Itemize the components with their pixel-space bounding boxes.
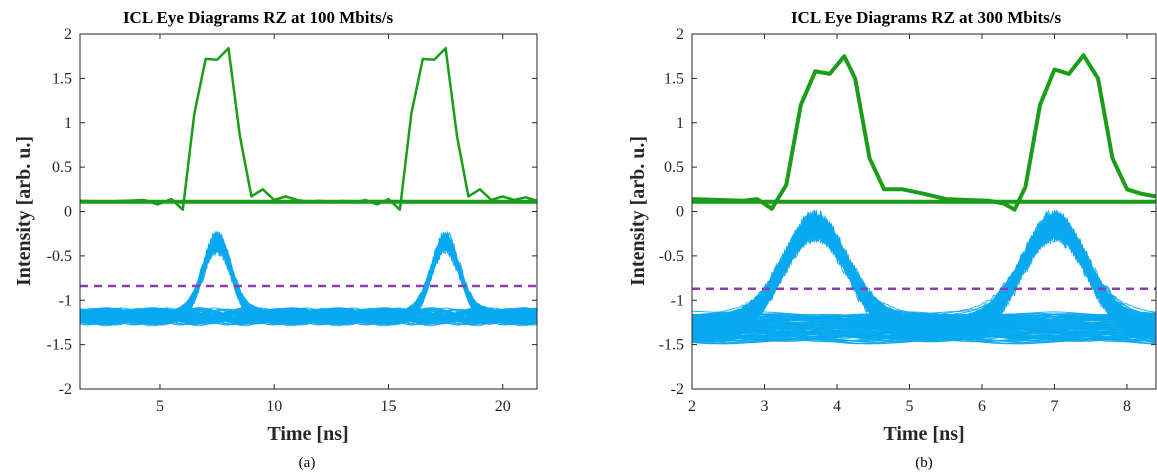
xtick-label: 8	[1123, 398, 1131, 415]
eye-trace	[80, 232, 537, 318]
eye-trace	[692, 216, 1156, 334]
eye-trace	[80, 235, 537, 321]
eye-trace	[692, 316, 1156, 323]
eye-trace	[80, 234, 537, 320]
eye-trace	[80, 237, 537, 320]
eye-trace	[80, 235, 537, 319]
green-pulse-trace	[692, 53, 1156, 212]
ytick-label: -2	[59, 381, 72, 398]
eye-trace	[80, 318, 537, 325]
eye-trace	[80, 231, 537, 319]
xtick-label: 15	[380, 398, 396, 415]
xtick-label: 7	[1051, 398, 1059, 415]
eye-trace	[80, 236, 537, 316]
eye-trace	[80, 234, 537, 316]
panel-b-ticks: -2 -1.5 -1 -0.5 0 0.5 1 1.5 2 2 3 4 5 6 7 8	[659, 26, 1156, 415]
eye-trace	[80, 233, 537, 318]
panel-b-blue-eye-traces	[692, 209, 1156, 345]
ytick-label: 1	[64, 115, 72, 132]
eye-trace	[80, 233, 537, 319]
panel-a-blue-eye-traces	[80, 229, 537, 327]
eye-trace	[80, 229, 537, 320]
panel-b-ylabel: Intensity [arb. u.]	[627, 136, 649, 286]
eye-trace	[80, 241, 537, 318]
green-pulse-trace	[80, 46, 537, 211]
ytick-label: -1	[59, 292, 72, 309]
eye-trace	[80, 233, 537, 317]
eye-trace	[692, 320, 1156, 327]
xtick-label: 6	[978, 398, 986, 415]
eye-trace	[692, 332, 1156, 339]
panel-b-title: ICL Eye Diagrams RZ at 300 Mbits/s	[791, 8, 1062, 27]
ytick-label: 2	[64, 26, 72, 43]
ytick-label: -1	[671, 292, 684, 309]
eye-trace	[80, 237, 537, 324]
panel-b: ICL Eye Diagrams RZ at 300 Mbits/s -2 -1.…	[627, 8, 1157, 471]
eye-trace	[80, 238, 537, 318]
ytick-label: 0.5	[664, 159, 684, 176]
eye-trace	[80, 237, 537, 316]
xtick-label: 5	[906, 398, 914, 415]
ytick-label: -0.5	[659, 248, 684, 265]
panel-b-green-traces	[692, 53, 1156, 212]
eye-trace	[80, 233, 537, 317]
ytick-label: -1.5	[659, 337, 684, 354]
ytick-label: 1.5	[664, 70, 684, 87]
panel-a-ticks: -2 -1.5 -1 -0.5 0 0.5 1 1.5 2 5 10 15 20	[47, 26, 537, 415]
eye-trace	[692, 313, 1156, 320]
panel-a-caption: (a)	[299, 455, 316, 471]
eye-trace	[80, 233, 537, 317]
eye-trace	[80, 235, 537, 318]
eye-trace	[80, 233, 537, 319]
xtick-label: 3	[761, 398, 769, 415]
panel-a: ICL Eye Diagrams RZ at 100 Mbits/s -2 -1.…	[13, 8, 538, 471]
panel-a-green-traces	[80, 46, 537, 211]
eye-trace	[80, 233, 537, 321]
xtick-label: 10	[266, 398, 282, 415]
eye-trace	[80, 232, 537, 319]
eye-trace	[80, 232, 537, 320]
panel-b-frame	[691, 33, 1157, 390]
eye-trace	[80, 309, 537, 316]
ytick-label: -1.5	[47, 337, 72, 354]
panel-a-xlabel: Time [ns]	[267, 423, 348, 445]
eye-trace	[692, 216, 1156, 328]
eye-trace	[692, 331, 1156, 338]
ytick-label: 0	[64, 204, 72, 221]
eye-trace	[692, 209, 1156, 317]
eye-trace	[80, 235, 537, 318]
panel-a-title: ICL Eye Diagrams RZ at 100 Mbits/s	[123, 8, 394, 27]
panel-b-xlabel: Time [ns]	[883, 423, 964, 445]
eye-trace	[692, 327, 1156, 335]
eye-trace	[80, 232, 537, 320]
panel-b-caption: (b)	[915, 455, 933, 471]
ytick-label: 1.5	[52, 70, 72, 87]
xtick-label: 2	[688, 398, 696, 415]
xtick-label: 4	[833, 398, 841, 415]
ytick-label: 1	[676, 115, 684, 132]
ytick-label: 2	[676, 26, 684, 43]
eye-trace	[80, 238, 537, 320]
eye-trace	[80, 231, 537, 322]
xtick-label: 5	[156, 398, 164, 415]
eye-trace	[80, 233, 537, 318]
ytick-label: -0.5	[47, 248, 72, 265]
ytick-label: 0.5	[52, 159, 72, 176]
eye-trace	[80, 233, 537, 316]
panel-a-frame	[79, 33, 538, 390]
eye-trace	[80, 238, 537, 319]
eye-trace	[80, 231, 537, 318]
ytick-label: -2	[671, 381, 684, 398]
eye-trace	[80, 234, 537, 317]
ytick-label: 0	[676, 204, 684, 221]
eye-trace	[80, 238, 537, 316]
eye-trace	[80, 308, 537, 315]
eye-trace	[80, 239, 537, 315]
xtick-label: 20	[495, 398, 511, 415]
panel-a-ylabel: Intensity [arb. u.]	[13, 136, 35, 286]
